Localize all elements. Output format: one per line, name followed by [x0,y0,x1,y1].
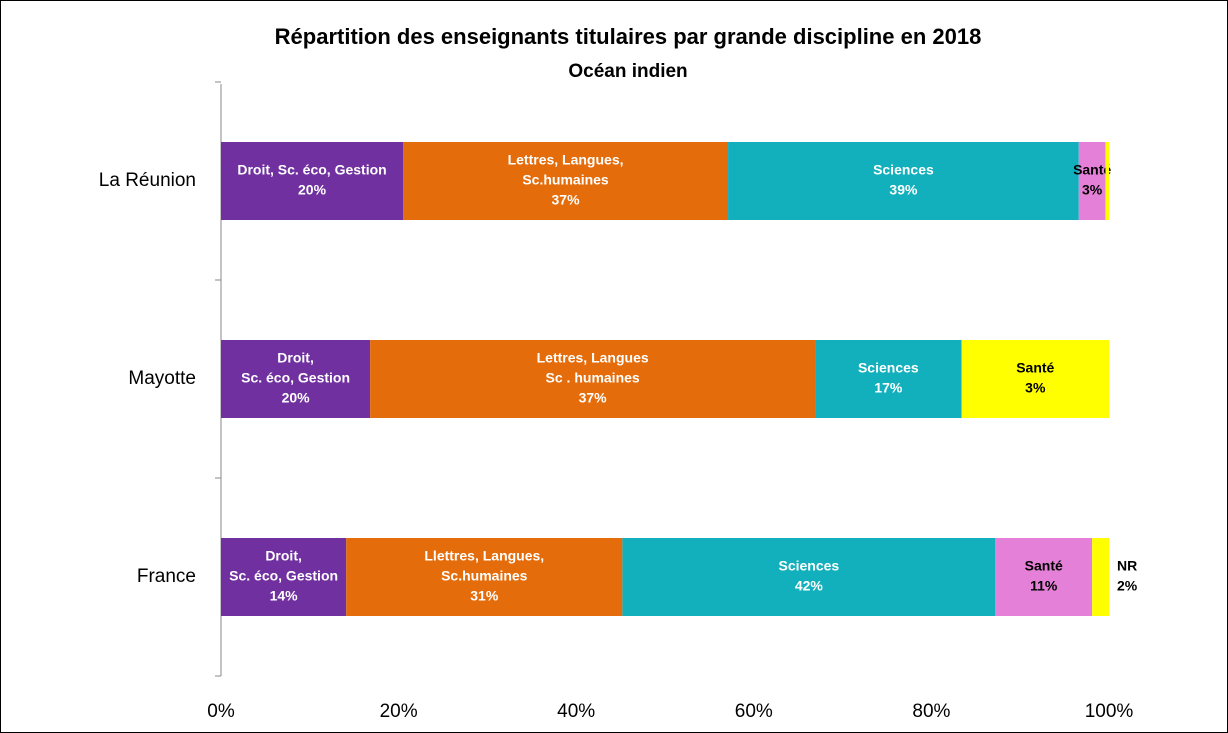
bar-segment [815,340,962,418]
bar-segment [221,142,404,220]
segment-label: 31% [470,588,499,604]
segment-label: 37% [579,390,608,406]
segment-label: 17% [874,380,903,396]
segment-label: Droit, [277,350,314,366]
bar-segment [728,142,1079,220]
segment-label: Santé [1073,162,1111,178]
segment-label: Santé [1025,558,1063,574]
segment-label: 3% [1082,182,1103,198]
bar-segment [1092,538,1109,616]
x-tick-label: 60% [735,701,773,722]
segment-label: 42% [795,578,824,594]
segment-label: 14% [270,588,299,604]
x-tick-label: 40% [557,701,595,722]
bar-segment [1078,142,1106,220]
segment-label: Lettres, Langues [537,350,649,366]
bar-segment [221,538,347,616]
bar-segment [403,142,729,220]
segment-label: Sc.humaines [522,172,609,188]
bar-segment [995,538,1093,616]
segment-label: 11% [1030,578,1058,594]
segment-label: Droit, [265,548,302,564]
category-label: Mayotte [128,368,196,389]
bar-segment [1105,142,1109,220]
segment-label: 20% [282,390,311,406]
segment-label: Sc . humaines [546,370,640,386]
segment-label: 3% [1025,380,1046,396]
bar-segment [346,538,623,616]
segment-label: Droit, Sc. éco, Gestion [237,162,386,178]
bar-segment [221,340,371,418]
x-tick-label: 0% [207,701,235,722]
segment-label: Sc. éco, Gestion [241,370,350,386]
segment-label: 2% [1117,578,1138,594]
bar-segment [961,340,1109,418]
x-tick-label: 20% [380,701,418,722]
bar-segment [370,340,816,418]
x-tick-label: 80% [912,701,950,722]
segment-label: Santé [1016,360,1054,376]
chart-subtitle: Océan indien [568,61,687,82]
bar-segment [622,538,996,616]
segment-label: Lettres, Langues, [508,152,624,168]
segment-label: 37% [552,192,581,208]
segment-label: 20% [298,182,327,198]
category-label: France [137,566,196,587]
chart-title: Répartition des enseignants titulaires p… [275,24,982,49]
segment-label: Sciences [873,162,934,178]
segment-label: Sciences [778,558,839,574]
segment-label: NR [1117,558,1137,574]
segment-label: Llettres, Langues, [424,548,544,564]
segment-label: Sc. éco, Gestion [229,568,338,584]
segment-label: Sc.humaines [441,568,528,584]
segment-label: 39% [889,182,918,198]
x-tick-label: 100% [1085,701,1134,722]
segment-label: Sciences [858,360,919,376]
category-label: La Réunion [99,170,196,191]
